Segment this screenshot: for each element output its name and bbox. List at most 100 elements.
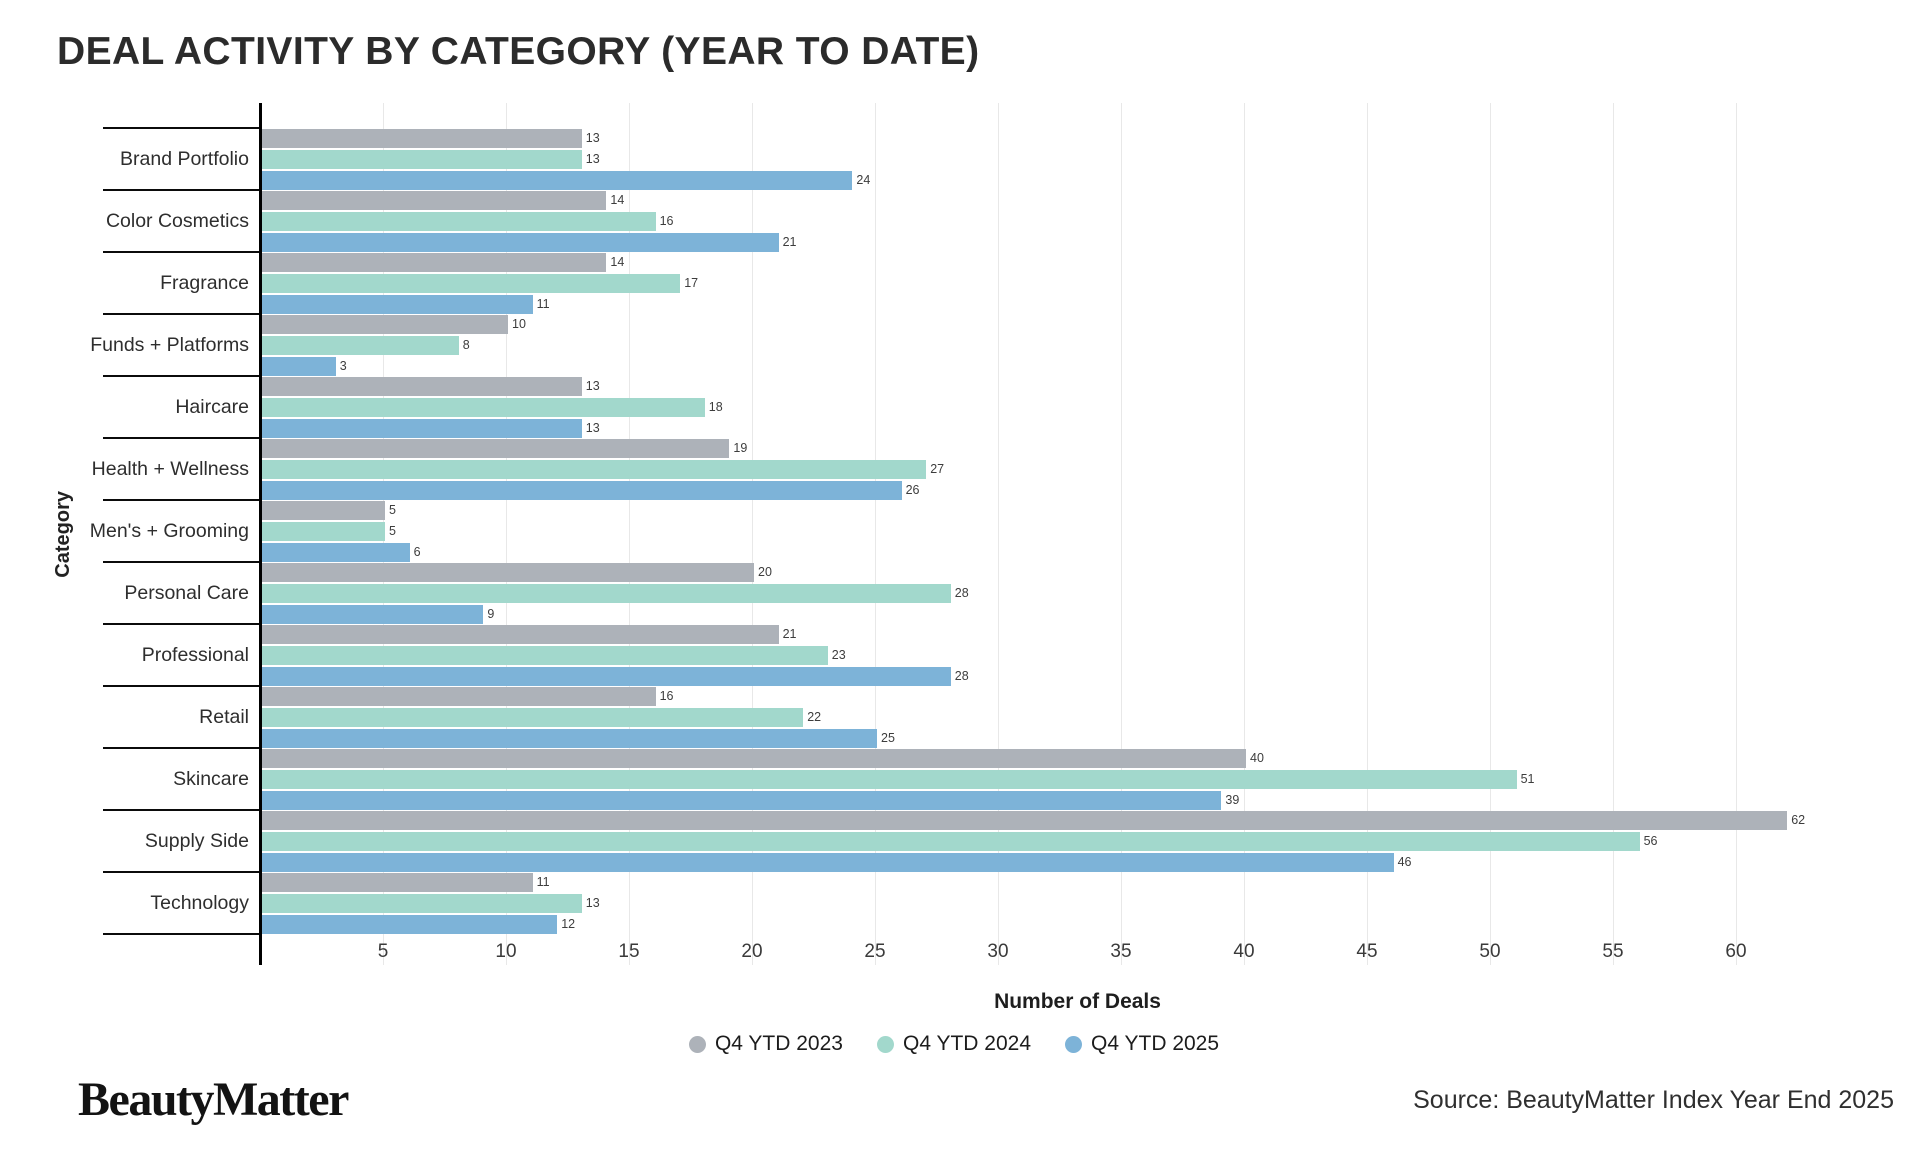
bar-value-label: 5 (389, 503, 396, 517)
bar-row: 19 (262, 438, 944, 458)
category-label: Technology (150, 891, 249, 914)
category-row: Personal Care 20 28 9 (85, 561, 1895, 624)
legend-label: Q4 YTD 2025 (1091, 1032, 1220, 1055)
bar-value-label: 62 (1791, 813, 1806, 827)
bar-row: 13 (262, 376, 723, 396)
category-label: Brand Portfolio (120, 147, 249, 170)
bar-group: 11 13 12 (262, 872, 600, 934)
bar (262, 149, 582, 169)
bar-row: 27 (262, 459, 945, 479)
bar (262, 914, 558, 934)
bar-row: 56 (262, 831, 1805, 851)
bar-value-label: 14 (610, 193, 625, 207)
category-row: Skincare 40 51 39 (85, 747, 1895, 810)
bar-row: 12 (262, 914, 600, 934)
gridline (629, 103, 630, 965)
gridline (998, 103, 999, 965)
bar-row: 46 (262, 852, 1805, 872)
bar-row: 39 (262, 790, 1535, 810)
gridline (875, 103, 876, 965)
legend-swatch (688, 1035, 706, 1053)
bar (262, 707, 804, 727)
bar-value-label: 17 (684, 276, 699, 290)
legend-label: Q4 YTD 2024 (902, 1032, 1032, 1055)
category-label: Haircare (175, 395, 249, 418)
bar-row: 16 (262, 686, 895, 706)
bar-row: 21 (262, 624, 969, 644)
bar-value-label: 40 (1250, 751, 1264, 765)
row-divider (103, 685, 260, 687)
bar-row: 17 (262, 273, 699, 293)
x-tick-label: 20 (741, 941, 763, 962)
bar-row: 21 (262, 232, 797, 252)
x-tick-label: 60 (1725, 941, 1747, 962)
row-divider (103, 127, 260, 129)
bar-row: 51 (262, 769, 1535, 789)
bar-row: 22 (262, 707, 895, 727)
row-divider (103, 561, 260, 563)
chart-plot-area: 5 10 15 20 25 30 35 40 45 50 55 60 Brand Portfolio 13… (85, 103, 1895, 965)
bar-value-label: 27 (930, 462, 945, 476)
bar (262, 252, 607, 272)
bar-value-label: 21 (782, 627, 797, 641)
bar (262, 418, 582, 438)
category-label: Fragrance (160, 271, 249, 294)
bar-row: 14 (262, 252, 698, 272)
bar (262, 562, 754, 582)
bar-group: 19 27 26 (262, 438, 944, 500)
bar-value-label: 11 (536, 875, 550, 889)
gridline (1490, 103, 1491, 965)
bar (262, 769, 1517, 789)
bar (262, 376, 582, 396)
x-tick-label: 50 (1479, 941, 1501, 962)
bar-row: 5 (262, 521, 421, 541)
y-axis-title: Category (48, 103, 78, 965)
bar (262, 542, 410, 562)
bar-row: 26 (262, 480, 944, 500)
row-divider (103, 189, 260, 191)
bar-value-label: 39 (1225, 793, 1240, 807)
bar-group: 13 13 24 (262, 128, 870, 190)
bar-group: 14 17 11 (262, 252, 698, 314)
bar-value-label: 11 (536, 297, 550, 311)
x-tick-label: 55 (1602, 941, 1624, 962)
bar-value-label: 22 (807, 710, 822, 724)
bar (262, 583, 951, 603)
bar-group: 16 22 25 (262, 686, 895, 748)
bar-group: 13 18 13 (262, 376, 723, 438)
bar-value-label: 13 (585, 896, 600, 910)
category-row: Men's + Grooming 5 5 6 (85, 499, 1895, 562)
bar-row: 28 (262, 583, 969, 603)
bar (262, 314, 508, 334)
row-divider (103, 437, 260, 439)
legend-label: Q4 YTD 2023 (714, 1032, 843, 1055)
gridline (752, 103, 753, 965)
bar-group: 21 23 28 (262, 624, 969, 686)
bar-value-label: 46 (1397, 855, 1412, 869)
category-label: Men's + Grooming (89, 519, 249, 542)
category-label: Color Cosmetics (105, 209, 249, 232)
row-divider (103, 375, 260, 377)
category-label: Funds + Platforms (90, 333, 249, 356)
bar (262, 728, 877, 748)
bar (262, 356, 336, 376)
bar (262, 480, 902, 500)
x-tick-label: 30 (987, 941, 1009, 962)
bar (262, 397, 705, 417)
bar-group: 20 28 9 (262, 562, 969, 624)
legend-swatch (1065, 1035, 1083, 1053)
legend-item: Q4 YTD 2025 (1065, 1032, 1219, 1056)
category-row: Haircare 13 18 13 (85, 375, 1895, 438)
gridline (1121, 103, 1122, 965)
bar-value-label: 26 (905, 483, 920, 497)
category-row: Brand Portfolio 13 13 24 (85, 127, 1895, 190)
bar (262, 459, 927, 479)
bar-group: 5 5 6 (262, 500, 421, 562)
row-divider (103, 747, 260, 749)
x-tick-label: 10 (495, 941, 517, 962)
chart-title: DEAL ACTIVITY BY CATEGORY (YEAR TO DATE) (57, 30, 980, 73)
x-tick-label: 5 (377, 941, 389, 962)
bar-row: 20 (262, 562, 969, 582)
category-row: Professional 21 23 28 (85, 623, 1895, 686)
